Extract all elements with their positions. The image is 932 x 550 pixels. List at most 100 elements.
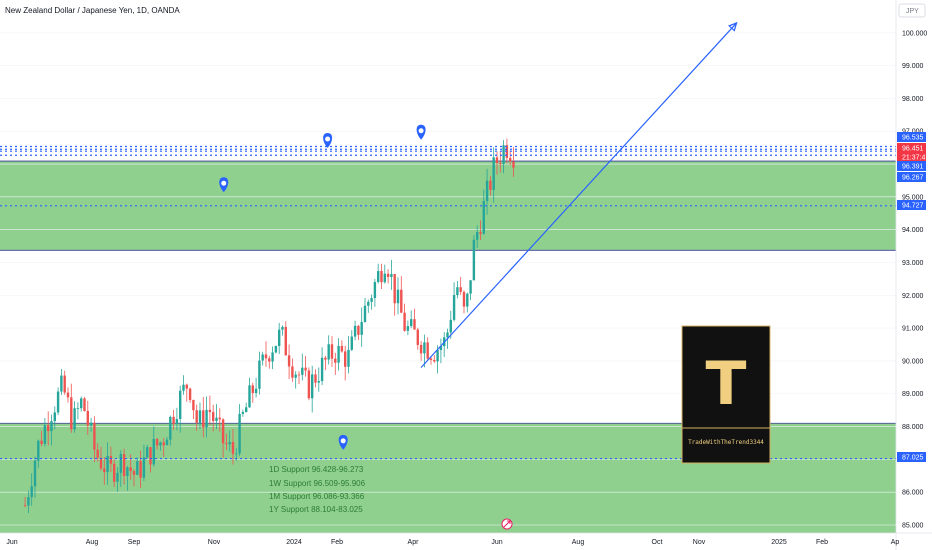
candle — [492, 147, 495, 203]
trend-line[interactable] — [420, 22, 738, 368]
candle — [508, 150, 512, 166]
candle-body — [376, 270, 380, 283]
candle-body — [119, 454, 122, 473]
candle-body — [373, 282, 377, 299]
markers[interactable] — [219, 124, 426, 450]
candle-body — [449, 319, 452, 333]
candle-body — [40, 440, 43, 444]
y-tick-label[interactable]: 89.000 — [902, 391, 924, 398]
y-tick-label[interactable]: 88.000 — [902, 424, 924, 431]
candle — [433, 355, 436, 363]
candle-body — [307, 370, 311, 399]
candle — [343, 345, 347, 381]
y-tick-label[interactable]: 93.000 — [902, 260, 924, 267]
location-pin-icon[interactable] — [323, 132, 333, 148]
x-tick-label[interactable]: Jun — [6, 539, 17, 546]
candle — [393, 274, 396, 316]
price-badge: 96.391 — [897, 161, 926, 171]
candle — [119, 450, 122, 487]
candle-body — [429, 358, 433, 360]
candle — [63, 370, 66, 395]
x-tick-label[interactable]: Feb — [331, 539, 343, 546]
candle-body — [43, 425, 47, 444]
candle — [472, 235, 476, 281]
candle — [452, 282, 456, 322]
x-tick-label[interactable]: 2024 — [286, 539, 302, 546]
candle — [373, 278, 377, 307]
candle-body — [122, 454, 126, 476]
candle-body — [310, 374, 314, 399]
x-tick-label[interactable]: Oct — [652, 539, 663, 546]
y-tick-label[interactable]: 90.000 — [902, 358, 924, 365]
candle — [33, 456, 37, 498]
candle — [56, 387, 60, 415]
candle — [390, 259, 393, 290]
crosshair-icon[interactable] — [501, 518, 513, 530]
candle-body — [403, 312, 406, 331]
x-tick-label[interactable]: Nov — [208, 539, 221, 546]
candle-body — [23, 505, 27, 507]
y-tick-label[interactable]: 85.000 — [902, 523, 924, 530]
candle — [53, 406, 56, 430]
location-pin-icon[interactable] — [338, 434, 348, 450]
price-badge: 87.025 — [897, 452, 926, 462]
price-axis[interactable]: 100.00099.00098.00097.00096.00095.00094.… — [895, 0, 927, 550]
candle — [162, 438, 165, 457]
price-badge: 96.535 — [897, 132, 926, 142]
candle-body — [419, 344, 423, 354]
pin-hole — [418, 128, 424, 134]
candle — [142, 444, 146, 482]
candle — [294, 371, 297, 389]
candle — [301, 353, 304, 381]
candle-body — [277, 329, 281, 346]
candle — [347, 336, 350, 374]
y-tick-label[interactable]: 98.000 — [902, 96, 924, 103]
y-tick-label[interactable]: 100.000 — [902, 30, 927, 37]
y-tick-label[interactable]: 94.000 — [902, 227, 924, 234]
candle — [297, 371, 301, 385]
pin-hole — [340, 438, 346, 444]
candle-body — [99, 457, 103, 469]
candle-body — [353, 325, 357, 337]
currency-label[interactable]: JPY — [906, 8, 919, 15]
y-tick-label[interactable]: 86.000 — [902, 490, 924, 497]
candle-body — [380, 270, 383, 283]
candle-body — [469, 280, 472, 294]
y-tick-label[interactable]: 99.000 — [902, 63, 924, 70]
candle-body — [337, 345, 340, 363]
x-tick-label[interactable]: Sep — [128, 539, 141, 546]
candle-body — [215, 417, 218, 422]
x-tick-label[interactable]: Nov — [693, 539, 706, 546]
price-badge-label: 96.451 — [902, 146, 924, 153]
x-tick-label[interactable]: Aug — [572, 539, 585, 546]
candle-body — [327, 344, 330, 360]
price-badge-label: 96.267 — [902, 175, 924, 182]
x-tick-label[interactable]: Jun — [491, 539, 502, 546]
price-badge: 96.451 — [897, 143, 926, 153]
candle-body — [459, 287, 462, 292]
price-badge-label: 94.727 — [902, 203, 924, 210]
y-tick-label[interactable]: 91.000 — [902, 326, 924, 333]
currency-selector[interactable]: JPY — [898, 3, 926, 18]
candle — [330, 336, 334, 367]
x-tick-label[interactable]: Ap — [891, 539, 900, 546]
candle — [225, 433, 228, 450]
location-pin-icon[interactable] — [416, 124, 426, 140]
candle — [182, 375, 185, 395]
y-tick-label[interactable]: 95.000 — [902, 194, 924, 201]
price-badge-label: 96.391 — [902, 164, 924, 171]
price-badge: 21:37:47 — [897, 152, 929, 162]
x-tick-label[interactable]: Apr — [408, 539, 420, 546]
y-tick-label[interactable]: 92.000 — [902, 293, 924, 300]
x-tick-label[interactable]: 2025 — [771, 539, 787, 546]
x-tick-label[interactable]: Aug — [86, 539, 99, 546]
time-axis[interactable]: Jun Aug Sep Nov 2024 Feb Apr Jun Aug Oct Nov 2025 Fe… — [0, 532, 932, 546]
candle-body — [145, 447, 149, 458]
x-tick-label[interactable]: Feb — [816, 539, 828, 546]
candle-body — [198, 410, 202, 423]
candle — [76, 402, 80, 420]
location-pin-icon[interactable] — [219, 177, 229, 193]
candle — [416, 327, 419, 350]
candle-body — [433, 359, 436, 362]
